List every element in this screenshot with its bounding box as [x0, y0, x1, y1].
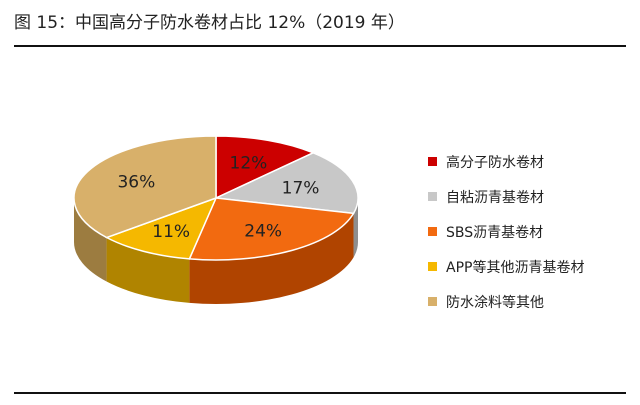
pie-slice-label-2: 17% — [282, 178, 320, 198]
pie-slice-5 — [73, 135, 217, 239]
pie-slice-label-5: 36% — [117, 173, 155, 193]
figure-title: 图 15：中国高分子防水卷材占比 12%（2019 年） — [14, 13, 405, 33]
legend-label: 防水涂料等其他 — [446, 294, 544, 311]
pie-slice-side-3 — [189, 213, 354, 304]
pie-slice-side-4 — [106, 237, 190, 303]
pie-slice-1 — [215, 135, 316, 200]
chart-legend: 高分子防水卷材 自粘沥青基卷材 SBS沥青基卷材 APP等其他沥青基卷材 防水涂料等其他 — [428, 144, 584, 319]
legend-label: APP等其他沥青基卷材 — [446, 259, 585, 276]
legend-label: SBS沥青基卷材 — [446, 224, 544, 241]
legend-item-1: 高分子防水卷材 — [428, 144, 584, 179]
legend-item-5: 防水涂料等其他 — [428, 284, 584, 319]
bottom-rule — [14, 392, 626, 394]
legend-item-3: SBS沥青基卷材 — [428, 214, 584, 249]
pie-slice-2 — [213, 151, 359, 215]
legend-label: 自粘沥青基卷材 — [446, 189, 544, 206]
legend-swatch — [428, 297, 437, 306]
legend-swatch — [428, 227, 437, 236]
legend-swatch — [428, 262, 437, 271]
legend-swatch — [428, 192, 437, 201]
legend-label: 高分子防水卷材 — [446, 154, 544, 171]
pie-slice-3 — [188, 197, 355, 261]
pie-slice-label-3: 24% — [244, 221, 282, 241]
pie-slice-4 — [104, 196, 218, 260]
legend-swatch — [428, 157, 437, 166]
legend-item-2: 自粘沥青基卷材 — [428, 179, 584, 214]
top-rule — [14, 45, 626, 47]
pie-slice-label-1: 12% — [230, 153, 268, 173]
pie-slice-label-4: 11% — [152, 222, 190, 242]
legend-item-4: APP等其他沥青基卷材 — [428, 249, 584, 284]
